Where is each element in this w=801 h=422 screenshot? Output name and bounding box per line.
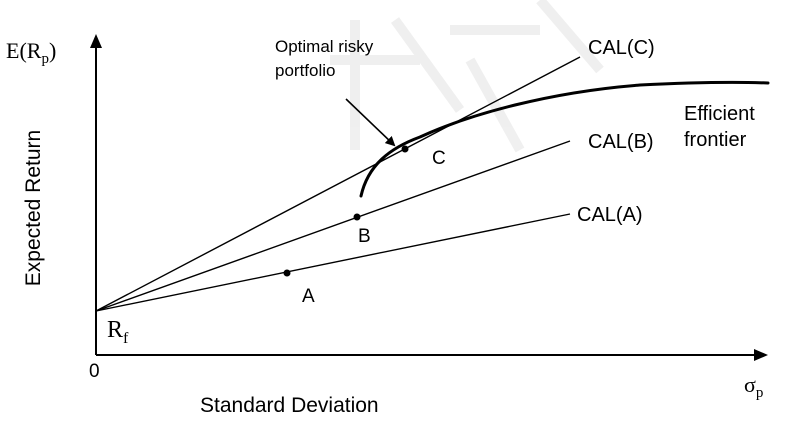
cal-c-label: CAL(C): [588, 37, 655, 59]
y-axis-arrow-icon: [90, 34, 102, 48]
point-a-label: A: [302, 286, 315, 307]
x-axis-arrow-icon: [754, 349, 768, 361]
point-c-dot: [401, 145, 409, 153]
axes: [90, 34, 768, 361]
annotation-line2: portfolio: [275, 61, 335, 80]
efficient-frontier-line1: Efficient: [684, 103, 755, 125]
optimal-portfolio-annotation: Optimal risky portfolio: [275, 37, 378, 80]
point-a-dot: [283, 269, 291, 277]
x-axis-symbol: σp: [744, 372, 763, 401]
cal-b-line: [95, 140, 571, 312]
watermark: [330, 0, 604, 153]
cal-c-line: [95, 56, 581, 312]
cal-a-line: [95, 213, 571, 312]
point-b-dot: [353, 213, 361, 221]
point-b-label: B: [358, 226, 371, 247]
origin-label: 0: [89, 361, 100, 382]
cal-b-label: CAL(B): [588, 131, 654, 153]
cal-a-label: CAL(A): [577, 204, 643, 226]
annotation-line1: Optimal risky: [275, 37, 374, 56]
efficient-frontier-line2: frontier: [684, 129, 747, 151]
risk-free-label: Rf: [107, 317, 129, 347]
y-axis-symbol: E(Rp): [6, 38, 56, 67]
annotation-arrow: [345, 98, 396, 147]
point-c-label: C: [432, 148, 446, 169]
efficient-frontier-curve: [359, 80, 770, 198]
x-axis-title: Standard Deviation: [200, 394, 379, 417]
efficient-frontier-label: Efficient frontier: [684, 103, 760, 151]
y-axis-title: Expected Return: [22, 130, 45, 286]
